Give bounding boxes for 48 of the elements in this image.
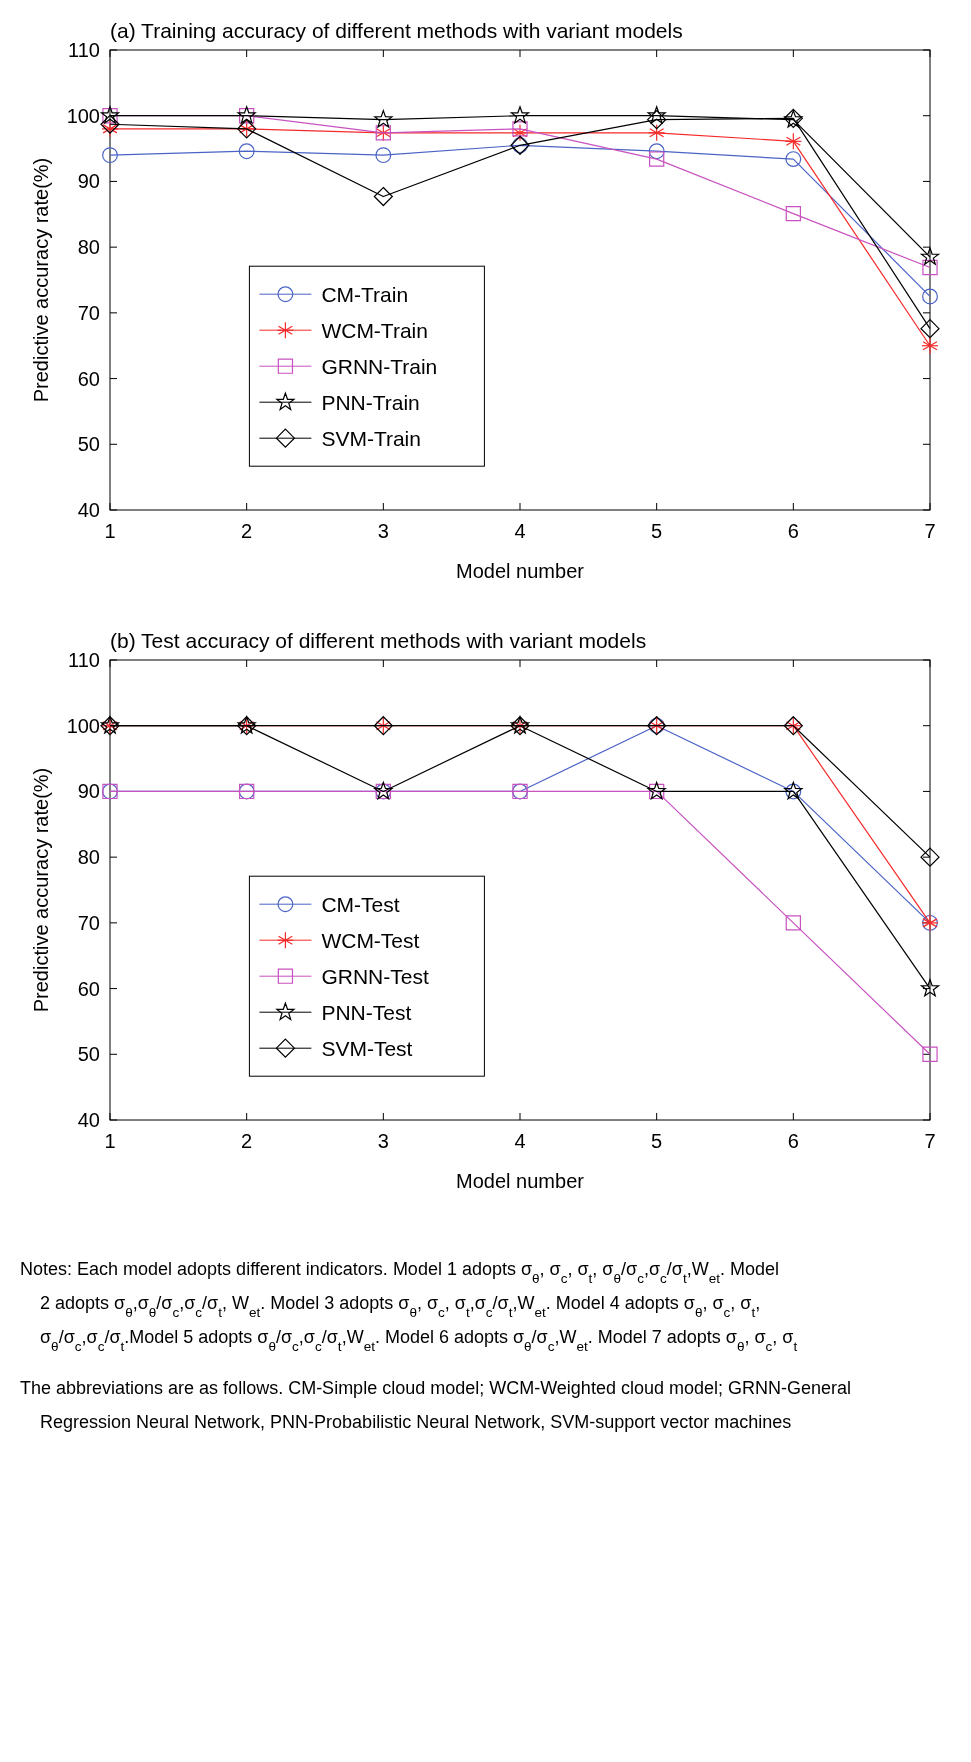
y-tick-label: 90 [77,170,100,193]
y-tick-label: 80 [77,846,100,869]
x-tick-label: 4 [514,520,526,542]
y-tick-label: 50 [77,1043,100,1066]
legend-label: GRNN-Test [321,964,429,988]
y-tick-label: 60 [77,367,100,390]
x-tick-label: 5 [651,1130,663,1152]
x-tick-label: 3 [377,520,389,542]
x-tick-label: 7 [924,1130,936,1152]
x-tick-label: 1 [104,520,116,542]
y-tick-label: 110 [68,649,100,671]
legend-label: CM-Test [321,892,400,916]
x-tick-label: 5 [651,520,663,542]
text: The abbreviations are as follows. CM-Simple cloud model; WCM-Weighted cloud model; GRNN-General Regression Neural Network, PNN-Probabilistic Neural Network, SVM-support vector machines [20,1378,851,1432]
legend-label: CM-Train [321,282,409,306]
x-tick-label: 4 [514,1130,526,1152]
x-tick-label: 6 [787,1130,799,1152]
legend-label: SVM-Train [321,426,421,450]
x-tick-label: 1 [104,1130,116,1152]
y-tick-label: 110 [68,39,100,61]
y-tick-label: 40 [77,1109,100,1131]
y-tick-label: 80 [77,236,100,259]
x-tick-label: 3 [377,1130,389,1152]
x-tick-label: 6 [787,520,799,542]
x-axis-title: Model number [456,1170,585,1192]
legend-label: PNN-Test [321,1000,412,1024]
y-tick-label: 70 [77,301,100,324]
chart-title: (b) Test accuracy of different methods with variant models [110,629,647,652]
y-axis-title: Predictive accuracy rate(%) [30,157,52,403]
y-tick-label: 60 [77,977,100,1000]
legend-label: GRNN-Train [321,354,438,378]
legend-label: WCM-Test [321,928,420,952]
x-tick-label: 2 [241,520,253,542]
y-tick-label: 90 [77,780,100,803]
x-tick-label: 2 [241,1130,253,1152]
legend-label: WCM-Train [321,318,428,342]
y-tick-label: 100 [66,104,100,127]
y-tick-label: 100 [66,714,100,737]
y-tick-label: 50 [77,433,100,456]
legend-label: PNN-Train [321,390,420,414]
legend-label: SVM-Test [321,1036,413,1060]
y-tick-label: 40 [77,499,100,521]
y-tick-label: 70 [77,911,100,934]
y-axis-title: Predictive accuracy rate(%) [30,767,52,1013]
x-tick-label: 7 [924,520,936,542]
chart-title: (a) Training accuracy of different methods with variant models [110,19,683,42]
x-axis-title: Model number [456,560,585,582]
text: Notes: Each model adopts different indicators. Model 1 adopts σ$_{θ}$, σ$_{c}$, σ$_{t}$, σ$_{θ}$/σ$_{c}$,σ$_{c}$/σ$_{t}$,W$_{et}$. Model 2 adopts σ$_{θ}$,σ$_{θ}$/σ$_{c}$,σ$_{c}$/σ$_{t}$, W$_{et}$. Model 3 adopts σ$_{θ}$, σ$_{c}$, σ$_{t}$,σ$_{c}$/σ$_{t}$,W$_{et}$. Model 4 adopts σ$_{θ}$, σ$_{c}$, σ$_{t}$, σ$_{θ}$/σ$_{c}$,σ$_{c}$/σ$_{t}$.Model 5 adopts σ$_{θ}$/σ$_{c}$,σ$_{c}$/σ$_{t}$,W$_{et}$. Model 6 adopts σ$_{θ}$/σ$_{c}$,W$_{et}$. Model 7 adopts σ$_{θ}$, σ$_{c}$, σ$_{t}$ [20,1259,798,1354]
